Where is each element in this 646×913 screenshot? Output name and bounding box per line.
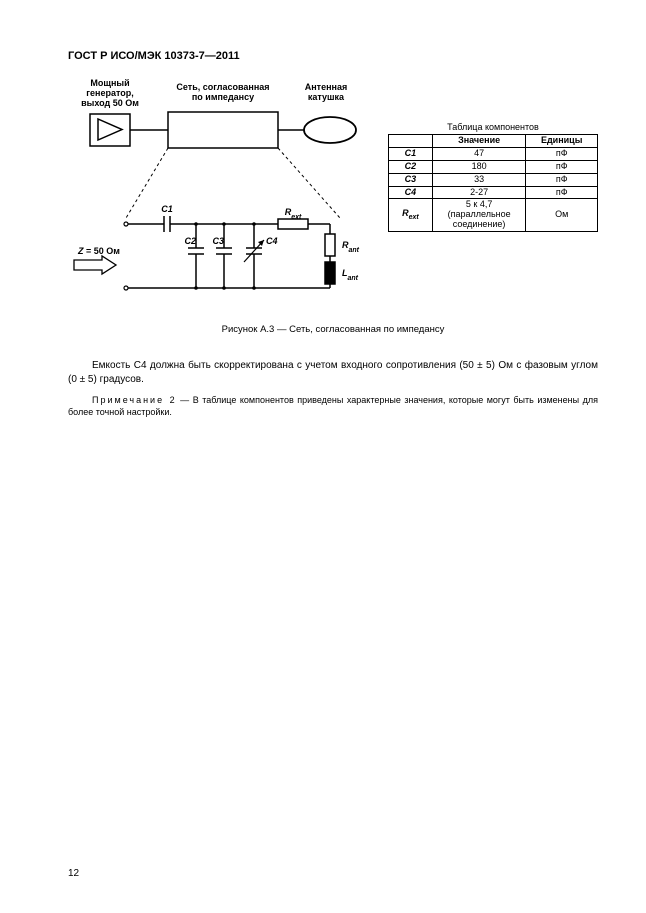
- svg-text:Z: Z: [77, 246, 84, 256]
- table-header-blank: [389, 135, 433, 148]
- svg-text:C1: C1: [161, 204, 173, 214]
- note-paragraph: Примечание 2 — В таблице компонентов при…: [68, 395, 598, 418]
- svg-text:Rant: Rant: [342, 240, 360, 254]
- table-row: C1 47 пФ: [389, 147, 598, 160]
- svg-text:Сеть, согласованная: Сеть, согласованная: [176, 82, 269, 92]
- component-table-title: Таблица компонентов: [388, 122, 598, 132]
- svg-text:Lant: Lant: [342, 268, 359, 282]
- svg-text:= 50 Ом: = 50 Ом: [86, 246, 120, 256]
- svg-text:по импедансу: по импедансу: [192, 92, 254, 102]
- svg-text:C2: C2: [184, 236, 196, 246]
- page-number: 12: [68, 868, 79, 879]
- svg-text:Мощный: Мощный: [90, 78, 129, 88]
- table-header-value: Значение: [432, 135, 526, 148]
- note-label: Примечание 2: [92, 395, 177, 405]
- svg-text:выход 50 Ом: выход 50 Ом: [81, 98, 139, 108]
- circuit-diagram: Мощный генератор, выход 50 Ом Сеть, согл…: [68, 76, 378, 306]
- table-row: Rext 5 к 4,7 (параллельное соединение) О…: [389, 199, 598, 232]
- svg-text:катушка: катушка: [308, 92, 345, 102]
- table-row: C3 33 пФ: [389, 173, 598, 186]
- component-table: Таблица компонентов Значение Единицы C1 …: [388, 122, 598, 232]
- body-paragraph-1: Емкость С4 должна быть скорректирована с…: [68, 359, 598, 386]
- svg-text:генератор,: генератор,: [86, 88, 133, 98]
- figure-area: Мощный генератор, выход 50 Ом Сеть, согл…: [68, 76, 598, 316]
- svg-text:C3: C3: [212, 236, 224, 246]
- svg-text:Антенная: Антенная: [305, 82, 347, 92]
- svg-text:C4: C4: [266, 236, 278, 246]
- table-row: C2 180 пФ: [389, 160, 598, 173]
- figure-caption: Рисунок А.3 — Сеть, согласованная по имп…: [68, 324, 598, 335]
- table-header-unit: Единицы: [526, 135, 598, 148]
- document-header: ГОСТ Р ИСО/МЭК 10373-7—2011: [68, 50, 598, 62]
- table-row: C4 2-27 пФ: [389, 186, 598, 199]
